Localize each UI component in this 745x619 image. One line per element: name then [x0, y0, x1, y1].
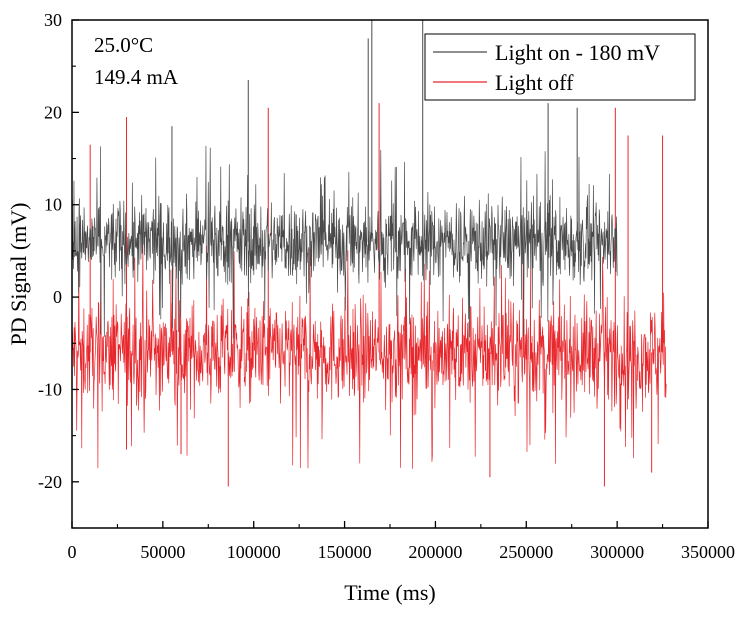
- legend-box: [424, 33, 696, 101]
- x-axis-title: Time (ms): [344, 580, 435, 605]
- temperature-annotation: 25.0°C: [94, 33, 153, 57]
- x-tick-label: 0: [68, 542, 77, 562]
- y-tick-label: -10: [38, 379, 62, 399]
- series-layer: [72, 20, 667, 487]
- y-tick-label: 20: [44, 102, 62, 122]
- current-annotation: 149.4 mA: [94, 65, 179, 89]
- axis-ticks: [71, 19, 709, 529]
- series-line-light-on: [72, 145, 618, 339]
- axis-tick-labels: 0 50000 100000 150000 200000 250000 300000 3500…: [38, 10, 735, 562]
- y-tick-label: 30: [44, 10, 62, 30]
- series-light-on: [72, 20, 618, 339]
- y-tick-label: -20: [38, 472, 62, 492]
- legend-label-light-off: Light off: [495, 70, 574, 95]
- series-line-light-off: [72, 244, 667, 469]
- x-tick-label: 200000: [408, 542, 462, 562]
- x-tick-label: 50000: [140, 542, 185, 562]
- y-tick-label: 0: [53, 287, 62, 307]
- y-tick-label: 10: [44, 195, 62, 215]
- x-tick-label: 250000: [499, 542, 553, 562]
- x-tick-label: 350000: [681, 542, 735, 562]
- legend: Light on - 180 mV Light off: [424, 33, 696, 101]
- x-tick-label: 300000: [590, 542, 644, 562]
- y-axis-title: PD Signal (mV): [6, 203, 31, 346]
- legend-label-light-on: Light on - 180 mV: [495, 40, 660, 65]
- x-tick-label: 150000: [318, 542, 372, 562]
- x-tick-label: 100000: [227, 542, 281, 562]
